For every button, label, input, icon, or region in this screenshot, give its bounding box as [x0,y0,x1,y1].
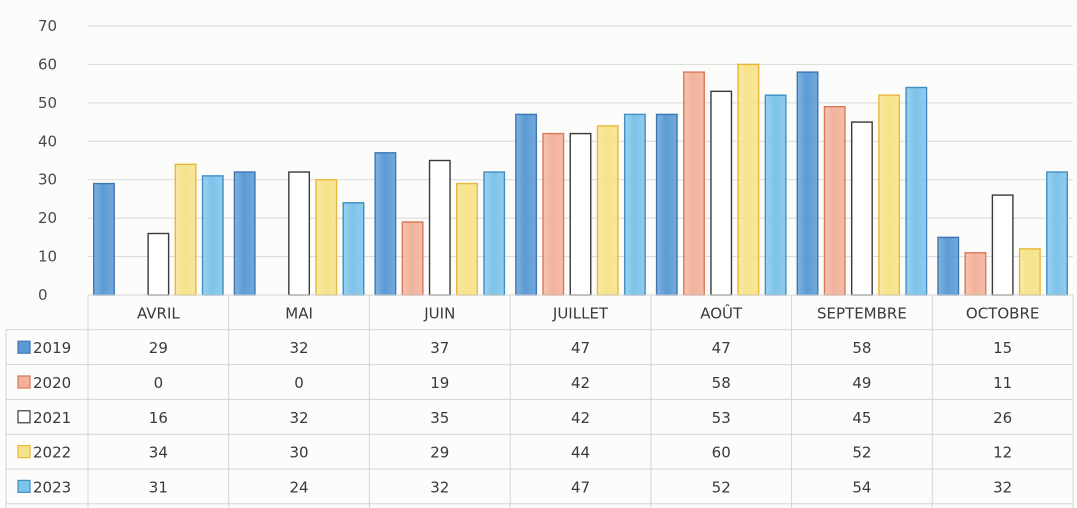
bar-2021-octobre [991,194,1014,296]
bar-2023-août [764,94,787,296]
bar-2019-octobre [937,236,960,296]
bar-2020-octobre [964,252,987,296]
table-cell-value: 12 [993,444,1012,462]
legend-label-2021: 2021 [33,409,71,427]
table-cell-value: 44 [571,444,590,462]
bar-series [93,63,1068,296]
table-cell-value: 32 [993,478,1012,496]
bar-2022-juillet [596,125,619,296]
table-cell-value: 32 [290,409,309,427]
table-cell-value: 0 [154,374,164,392]
bar-2022-septembre [878,94,901,296]
table-cell-value: 47 [571,339,590,357]
bar-2020-juillet [542,132,565,296]
table-cell-value: 16 [149,409,168,427]
table-cell-value: 47 [571,478,590,496]
table-cell-value: 11 [993,374,1012,392]
y-tick-label: 50 [38,94,57,112]
table-cell-value: 35 [430,409,449,427]
table-cell-value: 34 [149,444,168,462]
bar-2022-mai [315,179,338,296]
y-tick-label: 40 [38,132,57,150]
bar-2021-mai [288,171,311,296]
y-tick-label: 30 [38,171,57,189]
table-cell-value: 49 [852,374,871,392]
y-tick-label: 60 [38,55,57,73]
bar-2022-juin [456,182,478,296]
bar-2023-avril [201,175,224,296]
table-cell-value: 30 [290,444,309,462]
legend-label-2023: 2023 [33,478,71,496]
table-cell-value: 24 [290,478,309,496]
category-label: AOÛT [700,303,743,322]
bar-2021-avril [147,232,170,296]
legend-key-2023 [17,479,31,493]
bar-2020-juin [401,221,424,296]
legend-label-2022: 2022 [33,444,71,462]
table-cell-value: 47 [712,339,731,357]
bar-2020-septembre [823,105,846,296]
table-cell-value: 31 [149,478,168,496]
y-tick-label: 20 [38,209,57,227]
bar-2023-mai [342,202,365,296]
bar-2023-juin [483,171,506,296]
table-cell-value: 32 [430,478,449,496]
bar-2019-septembre [796,71,819,296]
y-axis-tick-labels: 0 10 20 30 40 50 60 70 [38,17,57,304]
legend-key-2021 [17,410,31,424]
y-tick-label: 0 [38,286,48,304]
bar-2019-août [655,113,678,296]
category-label: AVRIL [137,304,180,322]
table-cell-value: 45 [852,409,871,427]
bar-2023-septembre [905,86,928,296]
table-cell-value: 52 [852,444,871,462]
category-label: JUIN [423,304,455,322]
table-cell-value: 52 [712,478,731,496]
legend-label-2019: 2019 [33,339,71,357]
category-label: OCTOBRE [966,304,1039,322]
y-tick-label: 10 [38,248,57,266]
table-cell-value: 0 [294,374,304,392]
bar-2022-avril [174,163,197,296]
bar-2019-avril [93,182,115,296]
table-cell-value: 15 [993,339,1012,357]
bar-2022-août [737,63,760,296]
bar-2019-mai [233,171,256,296]
bar-2021-juillet [569,132,592,296]
table-cell-value: 60 [712,444,731,462]
table-cell-value: 58 [712,374,731,392]
legend-label-2020: 2020 [33,374,71,392]
bar-2019-juin [374,152,397,296]
bar-2023-juillet [623,113,646,296]
table-cell-value: 53 [712,409,731,427]
bar-2019-juillet [515,113,538,296]
table-cell-value: 29 [430,444,449,462]
table-cell-value: 32 [290,339,309,357]
table-cell-value: 58 [852,339,871,357]
legend-key-2019 [17,340,31,354]
table-cell-value: 54 [852,478,871,496]
category-label: JUILLET [552,304,609,322]
table-cell-value: 42 [571,374,590,392]
table-cell-value: 19 [430,374,449,392]
bar-2021-juin [428,159,451,296]
bar-2021-août [710,90,733,296]
bar-2020-août [683,71,705,296]
category-label: SEPTEMBRE [817,304,907,322]
legend-key-2020 [17,375,31,389]
category-label: MAI [285,304,313,322]
table-cell-value: 26 [993,409,1012,427]
legend-key-2022 [17,445,31,459]
table-cell-value: 29 [149,339,168,357]
y-tick-label: 70 [38,17,57,35]
table-cell-value: 37 [430,339,449,357]
table-cell-value: 42 [571,409,590,427]
bar-2021-septembre [850,121,873,296]
bar-2022-octobre [1018,248,1041,296]
data-table: AVRIL MAI JUIN JUILLET AOÛT SEPTEMBRE OCTOBRE 2… [5,294,1074,508]
bar-2023-octobre [1046,171,1068,296]
